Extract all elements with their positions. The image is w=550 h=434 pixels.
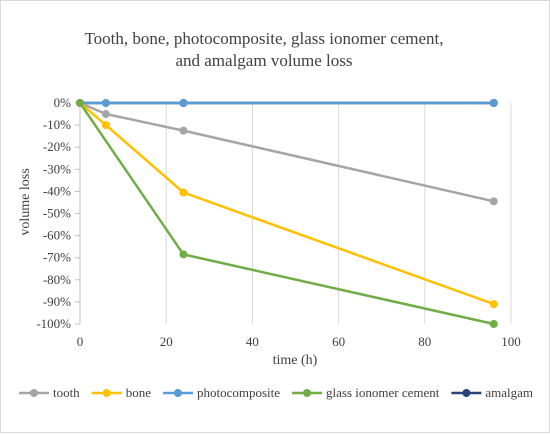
series-line-bone <box>79 102 495 306</box>
gridlines <box>165 103 512 324</box>
x-tick-label: 100 <box>501 334 521 349</box>
y-tick-label: -80% <box>43 272 71 287</box>
data-point-bone <box>179 188 188 197</box>
data-point-glass-ionomer-cement <box>76 99 84 107</box>
legend-marker-amalgam <box>462 389 471 397</box>
series-tooth <box>76 99 498 206</box>
y-axis-title: volume loss <box>18 168 33 235</box>
legend-marker-bone <box>102 389 111 397</box>
y-tick-label: 0% <box>54 95 72 110</box>
y-tick-label: -40% <box>43 183 71 198</box>
data-point-photocomposite <box>101 99 110 107</box>
data-point-bone <box>101 121 110 130</box>
x-tick-label: 40 <box>246 334 259 349</box>
data-point-photocomposite <box>179 99 188 107</box>
legend-label-bone: bone <box>126 385 152 400</box>
axes <box>75 102 81 325</box>
legend-label-tooth: tooth <box>53 385 80 400</box>
y-tick-label: -100% <box>36 316 71 331</box>
x-tick-label: 60 <box>332 334 345 349</box>
legend-marker-photocomposite <box>173 389 182 397</box>
legend-label-amalgam: amalgam <box>485 385 533 400</box>
series-photocomposite <box>76 99 498 107</box>
x-tick-label: 20 <box>160 334 173 349</box>
series-glass-ionomer-cement <box>76 99 498 328</box>
y-tick-label: -70% <box>43 250 71 265</box>
series-lines <box>76 99 498 328</box>
chart-title-line-2: and amalgam volume loss <box>175 51 352 70</box>
data-point-bone <box>489 300 498 309</box>
data-point-tooth <box>489 197 498 206</box>
y-tick-label: -60% <box>43 228 71 243</box>
tick-labels: 0% -10% -20% -30% -40% -50% -60% -70% -80% -90% -1… <box>36 95 520 349</box>
y-tick-label: -30% <box>43 161 71 176</box>
y-tick-label: -20% <box>43 139 71 154</box>
series-line-glass-ionomer-cement <box>78 102 495 326</box>
data-point-glass-ionomer-cement <box>179 250 188 259</box>
data-point-tooth <box>179 126 188 135</box>
x-tick-label: 80 <box>418 334 431 349</box>
data-point-photocomposite <box>489 99 498 107</box>
chart-title-line-1: Tooth, bone, photocomposite, glass ionom… <box>84 29 443 48</box>
data-point-glass-ionomer-cement <box>489 320 498 328</box>
legend-label-glass-ionomer-cement: glass ionomer cement <box>326 385 440 400</box>
y-tick-label: -10% <box>43 117 71 132</box>
series-line-tooth <box>79 101 495 203</box>
data-point-tooth <box>101 110 110 119</box>
legend-marker-glass-ionomer-cement <box>303 389 312 397</box>
y-tick-label: -90% <box>43 294 71 309</box>
y-tick-label: -50% <box>43 206 71 221</box>
legend-marker-tooth <box>29 389 38 397</box>
x-tick-label: 0 <box>77 334 84 349</box>
legend: tooth bone photocomposite glass ionomer cem… <box>18 385 533 400</box>
legend-label-photocomposite: photocomposite <box>197 385 280 400</box>
x-axis-title: time (h) <box>273 353 318 368</box>
